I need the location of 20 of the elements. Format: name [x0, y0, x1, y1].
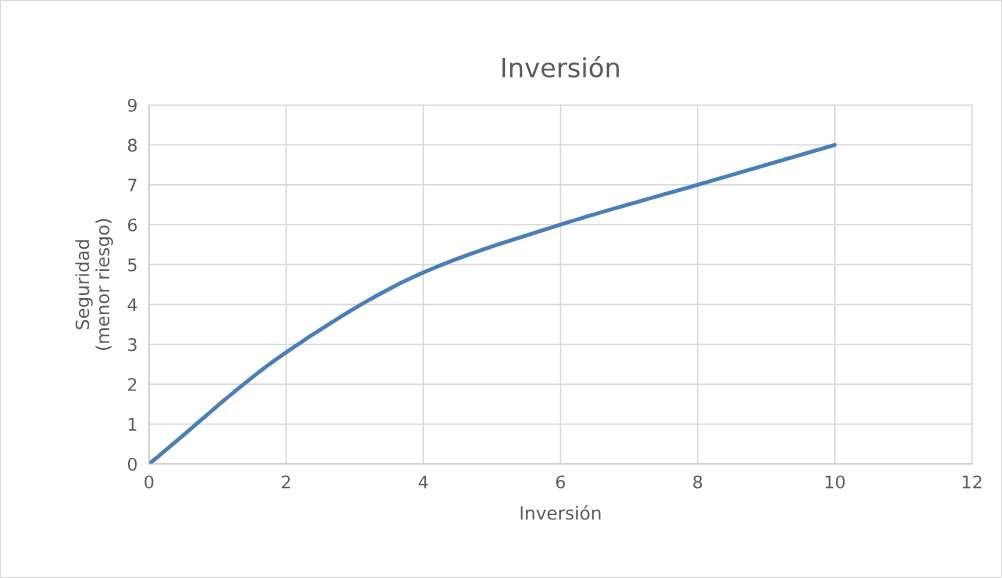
x-tick-label: 2: [281, 475, 290, 489]
y-tick-label: 1: [128, 418, 137, 431]
y-tick-label: 8: [128, 138, 137, 152]
x-tick-label: 8: [693, 475, 702, 489]
y-tick-label: 4: [127, 298, 137, 312]
y-tick-label: 6: [128, 218, 137, 232]
x-axis-title: Inversión: [520, 505, 601, 520]
chart-title: Inversión: [502, 56, 619, 78]
x-tick-label: 10: [825, 475, 845, 489]
y-tick-label: 3: [128, 338, 137, 352]
y-tick-label: 2: [128, 377, 137, 391]
y-tick-label: 0: [127, 457, 137, 471]
y-tick-label: 5: [128, 258, 137, 272]
y-tick-label: 7: [128, 178, 137, 192]
x-tick-label: 12: [962, 475, 982, 489]
x-tick-label: 6: [556, 475, 565, 489]
x-tick-label: 0: [144, 475, 154, 489]
x-tick-label: 4: [418, 475, 428, 489]
y-axis-title: Seguridad (menor riesgo): [75, 219, 113, 350]
y-tick-label: 9: [127, 98, 137, 112]
